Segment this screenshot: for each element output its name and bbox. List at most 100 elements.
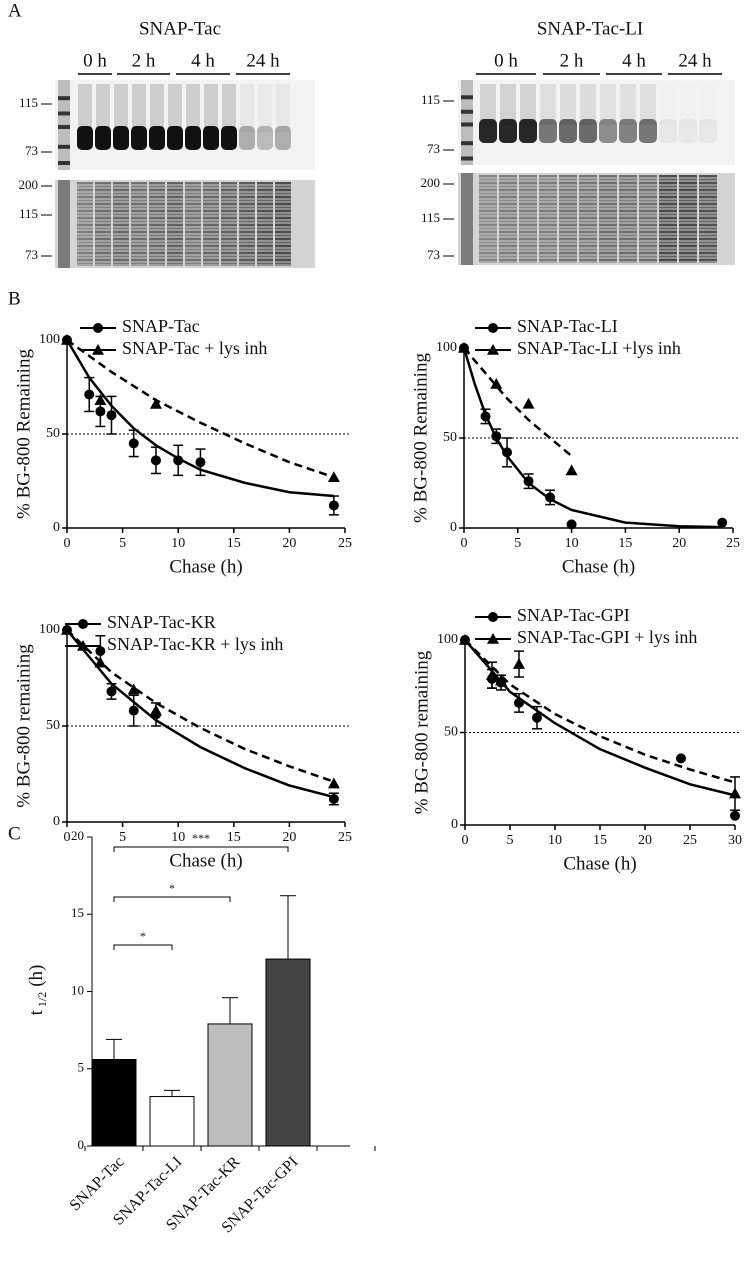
smear	[132, 84, 146, 132]
y-tick-label: 50	[444, 725, 458, 740]
band	[167, 126, 183, 150]
x-axis-title: Chase (h)	[169, 850, 242, 871]
smear	[640, 84, 656, 125]
y-axis-title-unit: (h)	[26, 965, 47, 987]
smear	[500, 84, 516, 125]
point	[513, 658, 525, 669]
band	[203, 126, 219, 150]
smear	[186, 84, 200, 132]
smear	[96, 84, 110, 132]
smear	[600, 84, 616, 125]
band	[131, 126, 147, 150]
legend-label: SNAP-Tac-GPI + lys inh	[517, 627, 697, 647]
lane	[131, 182, 147, 266]
fit-curve	[464, 639, 736, 784]
x-axis-title: Chase (h)	[562, 556, 635, 577]
point	[480, 411, 491, 422]
smear	[700, 84, 716, 125]
smear	[560, 84, 576, 125]
point	[61, 334, 73, 345]
lane-label: 0 h	[83, 50, 107, 71]
legend-marker	[487, 344, 499, 355]
lane-label: 24 h	[246, 50, 280, 71]
lane	[559, 175, 577, 263]
smear	[480, 84, 496, 125]
smear	[114, 84, 128, 132]
point	[94, 656, 107, 668]
marker-label: 73	[25, 247, 38, 262]
point	[106, 686, 117, 697]
point	[490, 378, 503, 389]
point	[128, 705, 139, 716]
y-tick-label: 100	[436, 340, 457, 355]
lane	[257, 182, 273, 266]
legend-marker	[92, 344, 104, 355]
lane	[519, 175, 537, 263]
lane-label: 4 h	[191, 50, 215, 71]
lane	[95, 182, 111, 266]
legend-marker	[77, 640, 89, 651]
ladder-band	[58, 161, 70, 165]
x-tick-label: 0	[64, 536, 71, 551]
band	[559, 119, 577, 143]
point	[149, 704, 162, 716]
smear	[168, 84, 182, 132]
y-axis-title: % BG-800 remaining	[13, 644, 34, 808]
band	[77, 126, 93, 150]
ladder-band	[461, 109, 473, 114]
marker-label: 115	[421, 92, 440, 107]
point	[61, 624, 73, 635]
ladder-band	[58, 144, 70, 149]
fit-curve	[66, 629, 335, 799]
x-tick-label: 20	[672, 536, 686, 551]
legend-marker	[487, 633, 499, 644]
smear	[620, 84, 636, 125]
bar	[149, 1096, 195, 1147]
smear	[78, 84, 92, 132]
lane	[149, 182, 165, 266]
point	[502, 447, 513, 458]
legend-label: SNAP-Tac-LI	[517, 316, 618, 336]
x-tick-label: 0	[462, 833, 469, 848]
point	[328, 793, 339, 804]
x-tick-label: 25	[338, 536, 352, 551]
x-tick-label: 20	[282, 536, 296, 551]
smear	[204, 84, 218, 132]
legend-label: SNAP-Tac-KR	[107, 612, 216, 632]
legend-label: SNAP-Tac	[122, 316, 200, 336]
marker-label: 73	[25, 143, 38, 158]
point	[149, 397, 162, 409]
x-tick-label: 5	[119, 536, 126, 551]
smear	[240, 84, 254, 132]
band	[639, 119, 657, 143]
legend-label: SNAP-Tac + lys inh	[122, 338, 267, 358]
ladder-band	[461, 122, 473, 127]
ladder-band	[58, 96, 70, 101]
x-tick-label: 15	[618, 536, 632, 551]
band	[539, 119, 557, 143]
lane	[619, 175, 637, 263]
point	[486, 669, 498, 680]
lane	[203, 182, 219, 266]
point	[106, 410, 117, 421]
legend-marker	[93, 323, 103, 333]
band	[185, 126, 201, 150]
y-axis-title: % BG-800 Remaining	[13, 349, 34, 519]
point	[491, 431, 502, 442]
x-tick-label: 10	[171, 536, 185, 551]
lane	[699, 175, 717, 263]
significance-bracket	[113, 896, 231, 902]
band	[499, 119, 517, 143]
error-bar	[222, 997, 238, 1024]
smear	[150, 84, 164, 132]
point	[327, 777, 340, 789]
lane	[679, 175, 697, 263]
x-tick-label: 0	[461, 536, 468, 551]
y-tick-label: 0	[53, 520, 60, 535]
x-tick-label: 20	[638, 833, 652, 848]
legend-marker	[78, 619, 88, 629]
smear	[660, 84, 676, 125]
x-axis-title: Chase (h)	[169, 556, 242, 577]
point	[729, 787, 741, 799]
